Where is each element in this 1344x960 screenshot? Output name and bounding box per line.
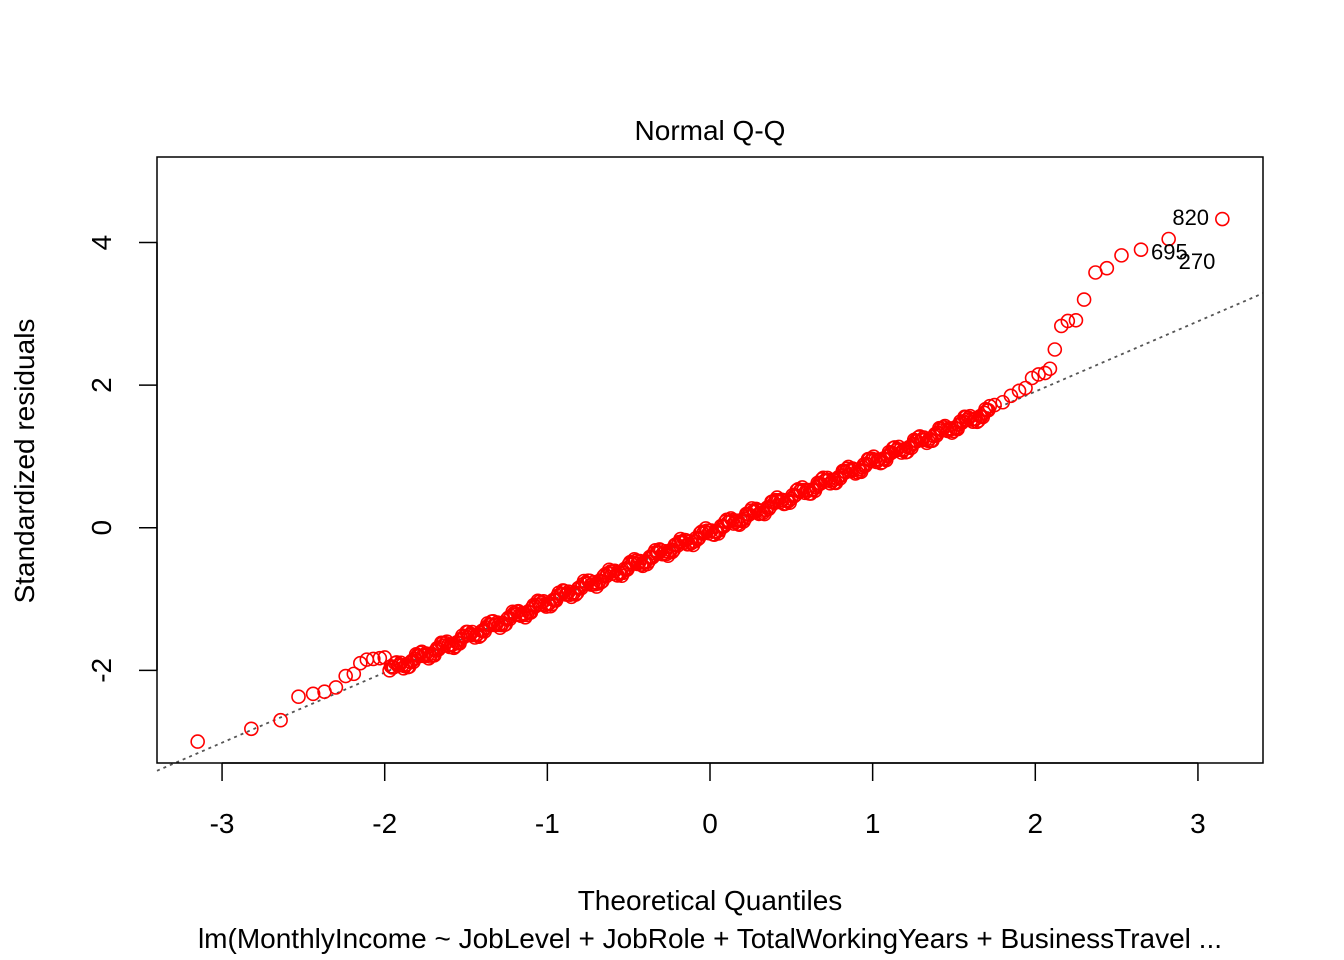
model-caption: lm(MonthlyIncome ~ JobLevel + JobRole + … (198, 923, 1222, 954)
data-point (1060, 313, 1076, 329)
data-point (1161, 231, 1176, 247)
x-tick-label: 3 (1190, 808, 1206, 839)
data-point (1003, 388, 1019, 404)
data-point (346, 666, 362, 682)
plot-frame (156, 156, 1264, 764)
data-point (338, 668, 353, 684)
y-tick-label: 2 (86, 377, 117, 393)
data-point (1068, 312, 1084, 328)
y-axis-label: Standardized residuals (9, 319, 40, 604)
data-point (1047, 342, 1063, 357)
data-point (505, 604, 520, 620)
data-point (987, 397, 1002, 413)
x-axis-label: Theoretical Quantiles (578, 885, 843, 916)
data-point (244, 721, 259, 737)
data-point (941, 421, 957, 436)
x-tick-label: 2 (1028, 808, 1044, 839)
data-point (1011, 383, 1027, 399)
x-axis: -3 -2 -1 0 1 2 3 (210, 762, 1206, 839)
x-tick-label: 0 (702, 808, 718, 839)
data-point (1099, 260, 1115, 276)
y-tick-label: 4 (86, 235, 117, 251)
data-point (1031, 367, 1046, 382)
data-point (1018, 380, 1033, 396)
data-point (372, 650, 388, 666)
data-point (328, 680, 344, 695)
chart-title: Normal Q-Q (635, 115, 786, 146)
x-tick-label: -2 (372, 808, 397, 839)
point-label: 695 (1151, 240, 1188, 265)
data-point (190, 734, 205, 749)
data-point (995, 394, 1011, 410)
point-label: 820 (1172, 205, 1209, 230)
data-point (576, 573, 592, 589)
data-point (1133, 242, 1149, 257)
data-point (1042, 361, 1058, 377)
data-point (1037, 365, 1053, 381)
data-point (1215, 211, 1230, 227)
data-point (305, 686, 321, 702)
x-tick-label: 1 (865, 808, 881, 839)
y-axis: -2 0 2 4 (86, 235, 158, 683)
data-point (1076, 292, 1092, 307)
data-point (366, 651, 381, 667)
y-tick-label: 0 (86, 520, 117, 536)
y-tick-label: -2 (86, 658, 117, 683)
x-tick-label: -3 (210, 808, 235, 839)
data-point (273, 712, 288, 728)
x-tick-label: -1 (535, 808, 560, 839)
point-label: 270 (1179, 249, 1216, 274)
data-point (727, 514, 743, 530)
points-group (190, 211, 1230, 749)
data-point (291, 689, 306, 704)
data-point (1114, 248, 1129, 263)
